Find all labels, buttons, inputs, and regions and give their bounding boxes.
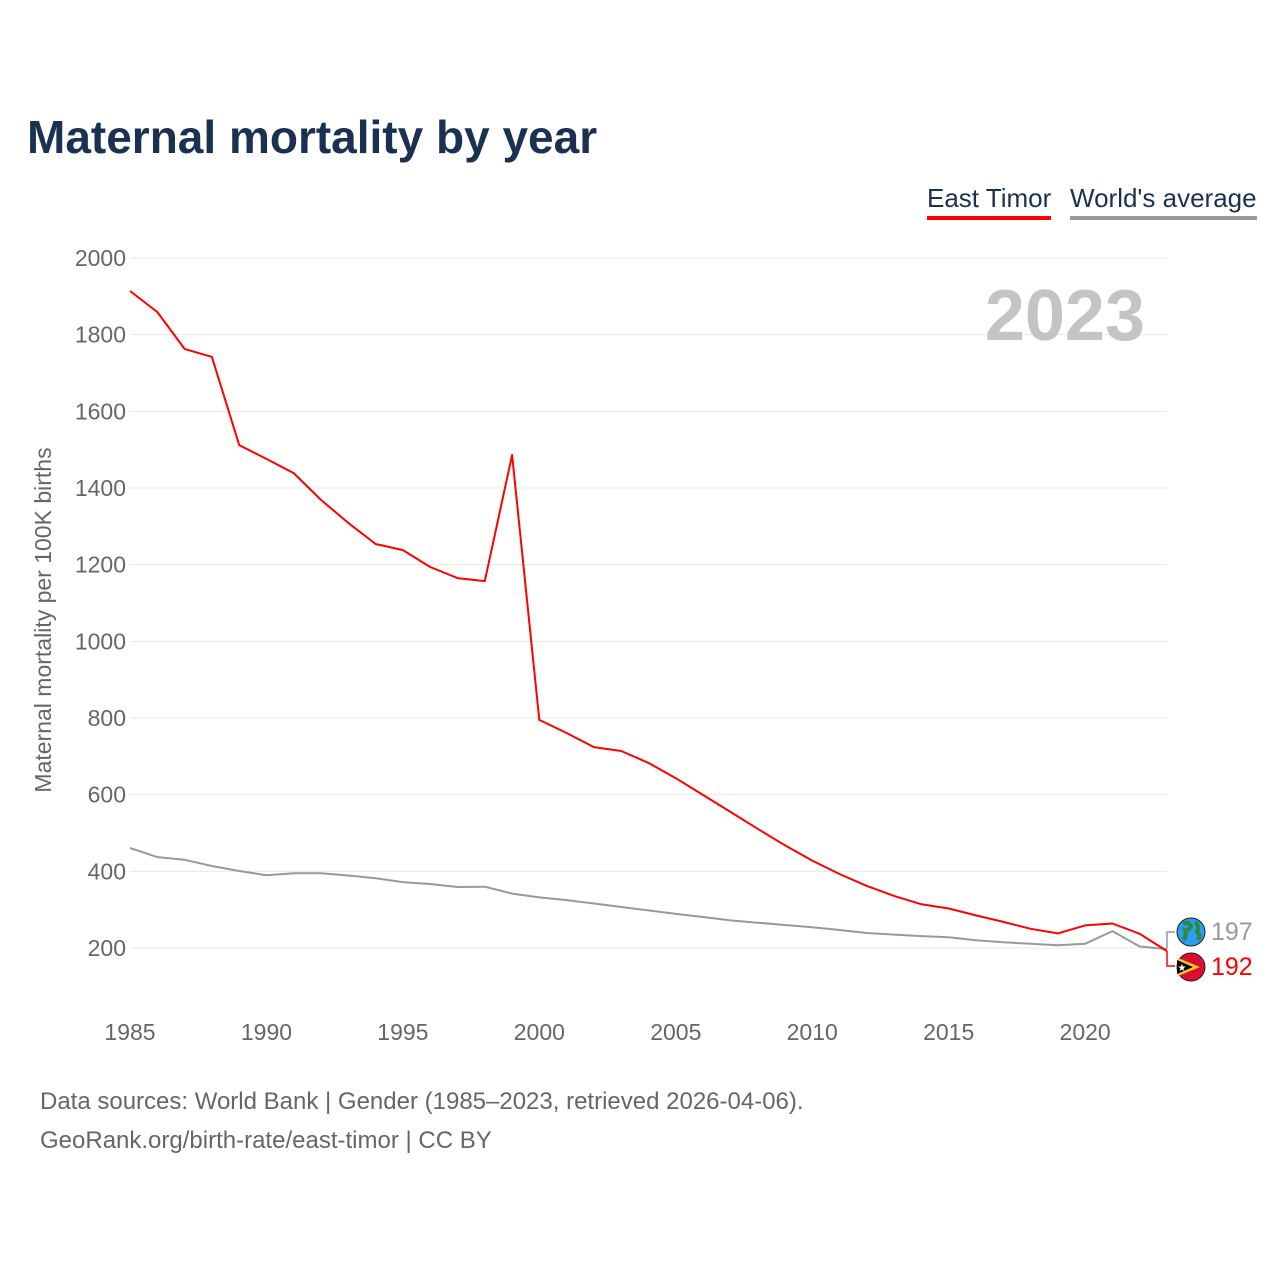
y-tick-label: 1600 (75, 398, 126, 424)
x-tick-label: 1985 (104, 1019, 155, 1045)
y-tick-label: 1800 (75, 322, 126, 348)
y-tick-label: 1200 (75, 552, 126, 578)
x-tick-label: 1990 (241, 1019, 292, 1045)
label-connector-east-timor (1166, 951, 1175, 967)
y-axis-label: Maternal mortality per 100K births (30, 447, 56, 792)
x-tick-label: 2005 (650, 1019, 701, 1045)
legend-east-timor[interactable]: East Timor (927, 183, 1052, 220)
y-tick-label: 1400 (75, 475, 126, 501)
attribution: GeoRank.org/birth-rate/east-timor | CC B… (40, 1127, 492, 1154)
flag-star: ★ (1178, 963, 1187, 974)
y-tick-label: 400 (88, 858, 126, 884)
label-connector-world (1166, 931, 1175, 950)
series-line-world-s-average (129, 847, 1168, 951)
end-value-east-timor: 192 (1211, 953, 1253, 981)
x-tick-label: 2010 (787, 1019, 838, 1045)
series-line-east-timor (129, 290, 1168, 952)
x-tick-label: 1995 (377, 1019, 428, 1045)
end-value-world: 197 (1211, 918, 1253, 946)
x-tick-label: 2015 (923, 1019, 974, 1045)
legend-world-average[interactable]: World's average (1070, 183, 1257, 220)
data-source: Data sources: World Bank | Gender (1985–… (40, 1088, 804, 1115)
y-tick-label: 1000 (75, 628, 126, 654)
y-tick-label: 600 (88, 782, 126, 808)
y-tick-label: 800 (88, 705, 126, 731)
flag-triangle-black (1177, 960, 1193, 974)
x-tick-label: 2000 (514, 1019, 565, 1045)
chart-title: Maternal mortality by year (27, 111, 598, 163)
y-tick-label: 2000 (75, 245, 126, 271)
globe-icon (1176, 917, 1206, 947)
y-tick-label: 200 (88, 935, 126, 961)
x-tick-label: 2020 (1060, 1019, 1111, 1045)
globe-land (1181, 920, 1202, 942)
year-watermark: 2023 (985, 276, 1145, 356)
